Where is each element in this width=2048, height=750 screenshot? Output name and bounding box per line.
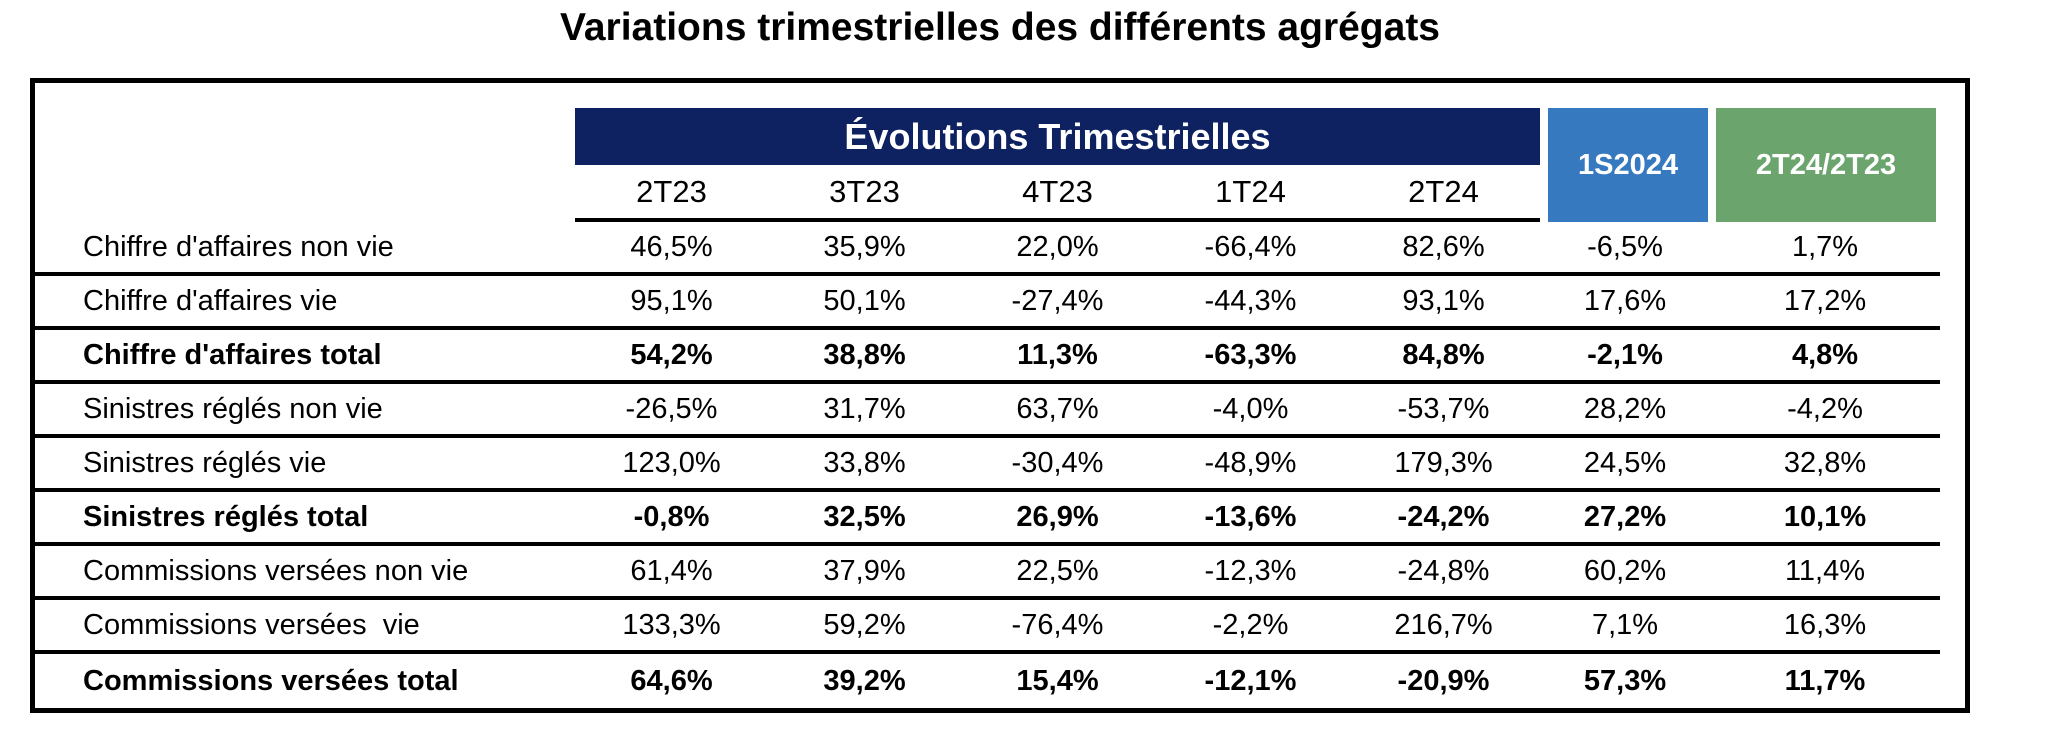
table-row: Commissions versées total 64,6% 39,2% 15,4%… <box>35 654 1940 708</box>
cell: 46,5% <box>630 230 713 263</box>
cell: -2,2% <box>1212 608 1289 641</box>
column-header-1s2024: 1S2024 <box>1548 108 1708 222</box>
cell: 11,7% <box>1784 664 1866 697</box>
cell: 17,2% <box>1783 284 1867 317</box>
cell: -76,4% <box>1011 608 1104 641</box>
cell: 59,2% <box>823 608 906 641</box>
cell: 1,7% <box>1791 230 1859 263</box>
cell: -13,6% <box>1204 500 1297 533</box>
quarter-column-header: 2T23 <box>636 173 707 209</box>
cell: -12,1% <box>1204 664 1297 697</box>
cell: -66,4% <box>1204 230 1297 263</box>
page-title: Variations trimestrielles des différents… <box>559 6 1440 49</box>
cell: 93,1% <box>1402 284 1485 317</box>
cell: -0,8% <box>633 500 710 533</box>
table-row: Sinistres réglés non vie -26,5% 31,7% 63,7%… <box>35 384 1940 438</box>
cell: 32,8% <box>1783 446 1867 479</box>
row-label: Chiffre d'affaires vie <box>83 284 338 317</box>
cell: 57,3% <box>1583 664 1667 697</box>
cell: 84,8% <box>1402 338 1485 371</box>
row-label: Commissions versées total <box>83 664 459 697</box>
row-label: Sinistres réglés vie <box>83 446 327 479</box>
quarter-column-header: 4T23 <box>1022 173 1093 209</box>
cell: -48,9% <box>1204 446 1297 479</box>
cell: 179,3% <box>1394 446 1493 479</box>
cell: 11,4% <box>1784 554 1866 587</box>
cell: 7,1% <box>1591 608 1659 641</box>
cell: 38,8% <box>823 338 906 371</box>
table-row: Commissions versées non vie 61,4% 37,9% 22,… <box>35 546 1940 600</box>
table-row: Chiffre d'affaires total 54,2% 38,8% 11,3% -… <box>35 330 1940 384</box>
quarter-column-header: 2T24 <box>1408 173 1479 209</box>
cell: -63,3% <box>1204 338 1297 371</box>
cell: 50,1% <box>823 284 906 317</box>
cell: -12,3% <box>1204 554 1297 587</box>
cell: -44,3% <box>1204 284 1297 317</box>
table-row: Sinistres réglés total -0,8% 32,5% 26,9% -13… <box>35 492 1940 546</box>
cell: 27,2% <box>1583 500 1667 533</box>
cell: 39,2% <box>823 664 906 697</box>
cell: 95,1% <box>630 284 713 317</box>
cell: 11,3% <box>1017 338 1098 371</box>
variations-table: Évolutions Trimestrielles 1S2024 2T24/2T… <box>30 78 1970 713</box>
cell: -4,0% <box>1212 392 1289 425</box>
cell: 4,8% <box>1791 338 1859 371</box>
cell: 22,5% <box>1016 554 1099 587</box>
quarter-header-row: 2T23 3T23 4T23 1T24 2T24 <box>35 165 1540 218</box>
row-label: Chiffre d'affaires total <box>83 338 382 371</box>
group-header-banner: Évolutions Trimestrielles <box>575 108 1540 165</box>
cell: 35,9% <box>823 230 906 263</box>
cell: 28,2% <box>1583 392 1667 425</box>
cell: 22,0% <box>1016 230 1099 263</box>
cell: 82,6% <box>1402 230 1485 263</box>
cell: 123,0% <box>622 446 721 479</box>
table-row: Chiffre d'affaires non vie 46,5% 35,9% 22,0… <box>35 222 1940 276</box>
table-row: Sinistres réglés vie 123,0% 33,8% -30,4% -48… <box>35 438 1940 492</box>
cell: 17,6% <box>1583 284 1667 317</box>
cell: -24,2% <box>1397 500 1490 533</box>
row-label: Sinistres réglés total <box>83 500 369 533</box>
column-header-2t24-2t23: 2T24/2T23 <box>1716 108 1936 222</box>
cell: -20,9% <box>1397 664 1490 697</box>
cell: -30,4% <box>1011 446 1104 479</box>
quarter-underline <box>575 218 1540 222</box>
row-label: Chiffre d'affaires non vie <box>83 230 394 263</box>
cell: -53,7% <box>1397 392 1490 425</box>
cell: 16,3% <box>1783 608 1867 641</box>
cell: 15,4% <box>1016 664 1099 697</box>
cell: 26,9% <box>1016 500 1099 533</box>
row-label: Commissions versées vie <box>83 608 420 641</box>
cell: -27,4% <box>1011 284 1104 317</box>
cell: 54,2% <box>630 338 713 371</box>
cell: -2,1% <box>1587 338 1663 371</box>
row-label: Commissions versées non vie <box>83 554 469 587</box>
cell: -24,8% <box>1397 554 1490 587</box>
cell: 133,3% <box>622 608 721 641</box>
table-body: Chiffre d'affaires non vie 46,5% 35,9% 22,0… <box>35 222 1940 708</box>
cell: 37,9% <box>823 554 906 587</box>
cell: -6,5% <box>1587 230 1663 263</box>
cell: 61,4% <box>630 554 713 587</box>
quarter-column-header: 3T23 <box>829 173 900 209</box>
cell: -26,5% <box>625 392 718 425</box>
cell: 33,8% <box>823 446 906 479</box>
cell: 216,7% <box>1394 608 1493 641</box>
cell: 64,6% <box>630 664 713 697</box>
cell: 60,2% <box>1583 554 1667 587</box>
cell: 24,5% <box>1583 446 1667 479</box>
cell: 63,7% <box>1016 392 1099 425</box>
table-row: Chiffre d'affaires vie 95,1% 50,1% -27,4% -4… <box>35 276 1940 330</box>
cell: 10,1% <box>1783 500 1867 533</box>
table-row: Commissions versées vie 133,3% 59,2% -76,4%… <box>35 600 1940 654</box>
cell: 31,7% <box>823 392 906 425</box>
cell: -4,2% <box>1787 392 1863 425</box>
cell: 32,5% <box>823 500 906 533</box>
quarter-column-header: 1T24 <box>1215 173 1286 209</box>
row-label: Sinistres réglés non vie <box>83 392 383 425</box>
